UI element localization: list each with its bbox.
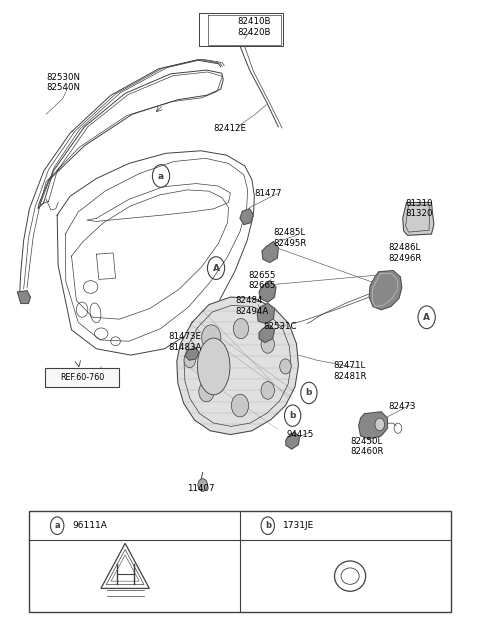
Polygon shape [403, 202, 434, 235]
Circle shape [198, 478, 207, 491]
Text: 82485L
82495R: 82485L 82495R [274, 228, 307, 248]
Text: 82410B
82420B: 82410B 82420B [238, 18, 271, 37]
Text: 81477: 81477 [254, 189, 282, 198]
Ellipse shape [197, 338, 230, 395]
Polygon shape [359, 412, 387, 439]
Text: a: a [54, 521, 60, 530]
Text: 81473E
81483A: 81473E 81483A [168, 332, 202, 351]
FancyBboxPatch shape [45, 368, 120, 387]
Text: REF.60-760: REF.60-760 [60, 374, 104, 382]
Polygon shape [185, 348, 199, 360]
Text: 82484
82494A: 82484 82494A [235, 296, 268, 315]
Circle shape [202, 325, 221, 350]
Circle shape [280, 359, 291, 374]
Polygon shape [259, 281, 276, 302]
Polygon shape [177, 297, 299, 435]
Text: 82530N
82540N: 82530N 82540N [46, 73, 80, 92]
Text: 82473: 82473 [388, 403, 416, 411]
Text: 82531C: 82531C [263, 322, 297, 331]
Polygon shape [262, 241, 278, 262]
Text: 81310
81320: 81310 81320 [405, 199, 432, 219]
Polygon shape [259, 325, 275, 343]
Text: 94415: 94415 [287, 430, 314, 439]
Polygon shape [369, 270, 402, 310]
Text: 1731JE: 1731JE [283, 521, 314, 530]
Text: A: A [423, 313, 430, 322]
Circle shape [261, 382, 275, 399]
Text: 82471L
82481R: 82471L 82481R [333, 361, 367, 380]
Circle shape [184, 353, 195, 368]
Circle shape [231, 394, 249, 417]
Polygon shape [286, 432, 300, 449]
Polygon shape [240, 209, 253, 224]
Circle shape [199, 382, 214, 402]
Circle shape [375, 418, 384, 431]
Text: b: b [265, 521, 271, 530]
Polygon shape [257, 303, 275, 324]
Text: b: b [306, 389, 312, 398]
Circle shape [233, 319, 249, 339]
Text: 82486L
82496R: 82486L 82496R [388, 243, 422, 263]
Text: A: A [213, 264, 219, 272]
Text: a: a [158, 171, 164, 181]
Text: b: b [289, 411, 296, 420]
Text: 96111A: 96111A [72, 521, 108, 530]
Bar [29, 511, 451, 612]
Text: 82450L
82460R: 82450L 82460R [350, 437, 384, 456]
Text: 82655
82665: 82655 82665 [248, 271, 276, 290]
Polygon shape [17, 291, 30, 303]
Text: 82412E: 82412E [214, 124, 247, 133]
Circle shape [261, 336, 275, 353]
Text: 11407: 11407 [187, 484, 215, 494]
